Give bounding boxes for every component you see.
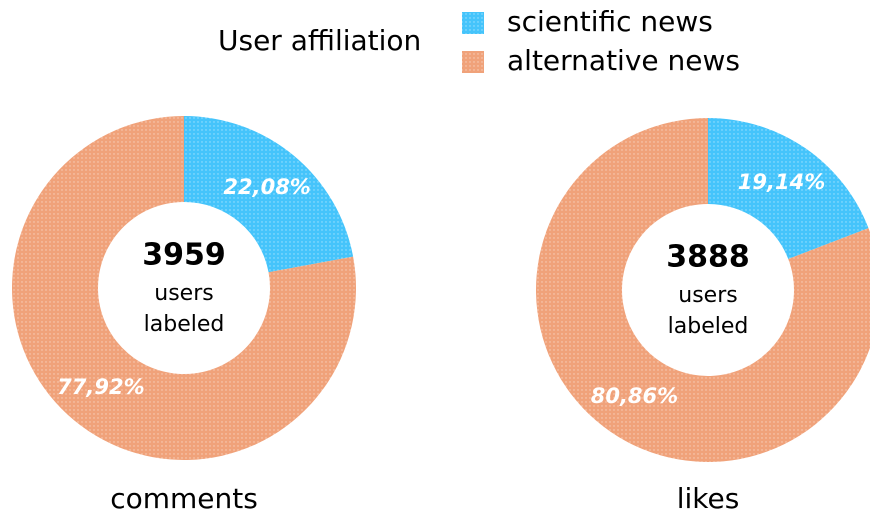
value-label: 19,14% xyxy=(738,170,825,194)
center-text: users xyxy=(678,283,737,308)
pie-slice xyxy=(184,116,354,273)
center-value: 3888 xyxy=(666,240,750,275)
chart-caption: comments xyxy=(110,482,258,513)
legend-swatch xyxy=(462,12,484,34)
center-text: labeled xyxy=(144,312,225,337)
legend-label: scientific news xyxy=(507,5,713,38)
value-label: 77,92% xyxy=(57,375,144,399)
pie-slice xyxy=(536,118,870,462)
chart-caption: likes xyxy=(677,482,740,513)
pie-slice xyxy=(12,116,357,461)
center-value: 3959 xyxy=(142,238,226,273)
pie-slice xyxy=(708,118,869,260)
legend-title: User affiliation xyxy=(218,24,421,57)
legend-label: alternative news xyxy=(507,44,740,77)
value-label: 80,86% xyxy=(591,384,678,408)
legend-swatch xyxy=(462,51,484,73)
value-label: 22,08% xyxy=(223,175,310,199)
center-text: labeled xyxy=(668,314,749,339)
center-text: users xyxy=(154,281,213,306)
